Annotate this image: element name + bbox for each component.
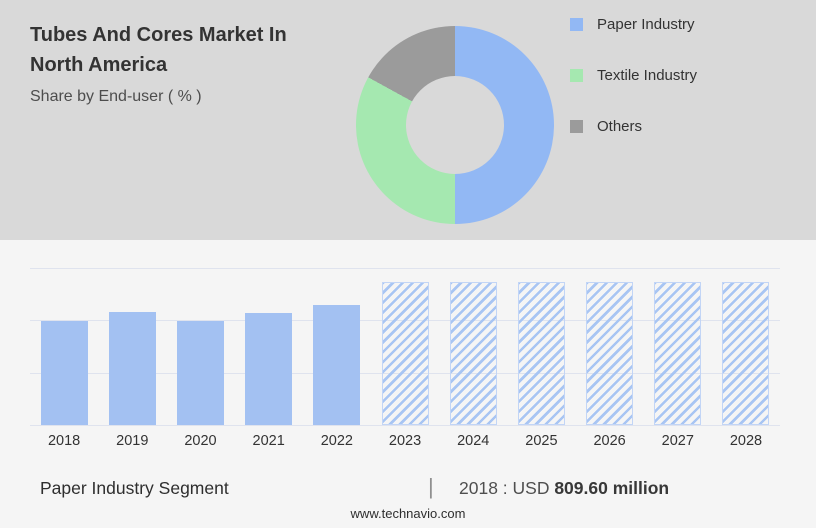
- x-axis-label-2021: 2021: [252, 433, 285, 449]
- x-axis-label-2023: 2023: [388, 433, 422, 449]
- bars-container: 2018 2019 2020 2021 2022 2023 2024 2025 2026 2027…: [30, 268, 780, 449]
- x-axis-label-2025: 2025: [525, 433, 558, 449]
- gridline: [30, 425, 780, 426]
- bar-2020: [176, 320, 224, 425]
- bar-column-2027: 2027: [644, 282, 712, 449]
- bar-2025-forecast: [517, 282, 565, 425]
- website-text: www.technavio.com: [350, 506, 466, 521]
- legend-item-paper-industry: Paper Industry: [570, 12, 790, 36]
- chart-subtitle: Share by End-user ( % ): [30, 88, 202, 105]
- bar-2018: [40, 320, 88, 425]
- x-axis-label-2022: 2022: [320, 433, 353, 449]
- x-axis-label-2028: 2028: [729, 433, 763, 449]
- donut-legend: Paper Industry Textile Industry Others: [570, 12, 790, 165]
- caption-value-bold: 809.60 million: [554, 478, 670, 498]
- donut-hole: [406, 76, 504, 174]
- x-axis-label-2018: 2018: [47, 433, 81, 449]
- bar-2027-forecast: [654, 282, 702, 425]
- legend-item-others: Others: [570, 114, 790, 138]
- bar-column-2019: 2019: [98, 312, 166, 449]
- bar-2022: [313, 304, 361, 425]
- bar-chart: 2018 2019 2020 2021 2022 2023 2024 2025 2026 2027…: [30, 268, 780, 449]
- bar-column-2023: 2023: [371, 282, 439, 449]
- bar-2028-forecast: [722, 282, 770, 425]
- bar-2021: [245, 313, 293, 425]
- title-line-1: Tubes And Cores Market In: [30, 24, 287, 46]
- bar-2023-forecast: [381, 282, 429, 425]
- x-axis-label-2027: 2027: [661, 433, 694, 449]
- gridline: [30, 268, 780, 269]
- title-line-2: North America: [30, 54, 168, 76]
- header-section: Tubes And Cores Market In North America …: [0, 0, 816, 240]
- legend-label: Textile Industry: [597, 66, 698, 84]
- x-axis-label-2020: 2020: [184, 433, 217, 449]
- donut-chart: [356, 26, 554, 224]
- legend-label: Others: [597, 117, 643, 135]
- bar-column-2021: 2021: [235, 313, 303, 449]
- legend-swatch-paper-icon: [570, 17, 583, 31]
- legend-item-textile-industry: Textile Industry: [570, 63, 790, 87]
- bar-column-2022: 2022: [303, 304, 371, 449]
- bar-column-2020: 2020: [166, 320, 234, 449]
- x-axis-label-2026: 2026: [593, 433, 626, 449]
- bar-column-2024: 2024: [439, 282, 507, 449]
- x-axis-label-2019: 2019: [116, 433, 149, 449]
- bar-column-2028: 2028: [712, 282, 780, 449]
- segment-label: Paper Industry Segment: [40, 478, 229, 498]
- bar-2026-forecast: [586, 282, 634, 425]
- legend-swatch-others-icon: [570, 119, 583, 133]
- page-title: Tubes And Cores Market In North America: [30, 20, 340, 80]
- x-axis-label-2024: 2024: [457, 433, 490, 449]
- title-block: Tubes And Cores Market In North America …: [30, 20, 340, 106]
- bar-2019: [108, 312, 156, 425]
- bar-2024-forecast: [449, 282, 497, 425]
- legend-swatch-textile-icon: [570, 68, 583, 82]
- bar-column-2025: 2025: [507, 282, 575, 449]
- caption-row: Paper Industry Segment | 2018 : USD 809.…: [0, 470, 816, 510]
- bar-column-2026: 2026: [576, 282, 644, 449]
- caption-divider: |: [428, 474, 434, 499]
- bar-column-2018: 2018: [30, 320, 98, 449]
- legend-label: Paper Industry: [597, 15, 695, 33]
- caption-value-prefix: 2018 : USD: [459, 478, 555, 498]
- caption-value: 2018 : USD 809.60 million: [459, 478, 669, 499]
